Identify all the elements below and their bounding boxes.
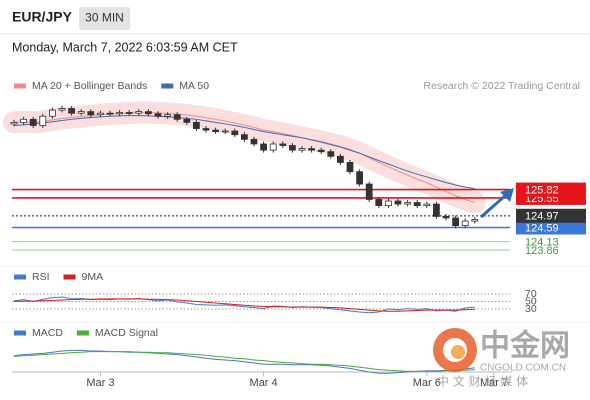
credit: Research © 2022 Trading Central bbox=[423, 80, 580, 92]
candle-body bbox=[327, 151, 335, 157]
candle-body bbox=[77, 111, 85, 114]
candle-body bbox=[183, 118, 191, 123]
timeframe[interactable]: 30 MIN bbox=[85, 11, 124, 25]
candle-body bbox=[375, 199, 383, 207]
timestamp: Monday, March 7, 2022 6:03:59 AM CET bbox=[12, 40, 238, 54]
legend-swatch bbox=[161, 83, 174, 89]
y-tick-label: 50 bbox=[525, 295, 537, 307]
symbol: EUR/JPY bbox=[12, 9, 73, 25]
candle-body bbox=[365, 183, 373, 200]
candle-body bbox=[279, 143, 287, 146]
level-label: 125.82 bbox=[525, 184, 559, 196]
legend-swatch bbox=[76, 330, 89, 336]
candle-body bbox=[58, 108, 66, 111]
forecast-arrowhead bbox=[500, 188, 514, 202]
level-label: 124.59 bbox=[525, 222, 559, 234]
candle-body bbox=[173, 114, 181, 120]
legend-label: RSI bbox=[32, 271, 50, 283]
watermark-logo bbox=[451, 345, 465, 359]
candle-body bbox=[68, 108, 75, 114]
x-tick-label: Mar 7 bbox=[480, 377, 508, 389]
candle-body bbox=[384, 200, 392, 207]
legend-swatch bbox=[14, 83, 26, 89]
candle-body bbox=[87, 111, 95, 116]
candle-body bbox=[164, 114, 172, 117]
y-tick-label: 30 bbox=[525, 303, 537, 315]
level-tag bbox=[516, 208, 586, 223]
legend-label: MA 50 bbox=[179, 80, 209, 92]
x-tick-label: Mar 6 bbox=[413, 377, 441, 389]
candle-body bbox=[154, 113, 162, 117]
candle-body bbox=[260, 143, 268, 151]
ma-line bbox=[13, 115, 475, 190]
legend-label: MACD Signal bbox=[95, 327, 158, 339]
legend-swatch bbox=[14, 330, 26, 336]
candle-body bbox=[308, 148, 316, 151]
level-label: 123.86 bbox=[525, 245, 559, 257]
legend-swatch bbox=[14, 274, 26, 280]
candle-body bbox=[413, 202, 421, 207]
candle-body bbox=[10, 121, 18, 125]
candle-body bbox=[452, 217, 460, 227]
level-tag bbox=[516, 220, 586, 235]
candle-body bbox=[461, 220, 469, 227]
watermark-slogan: 中 文 财 经 媒 体 bbox=[437, 374, 528, 389]
candle-body bbox=[317, 149, 325, 153]
watermark-brand: 中金网 bbox=[480, 329, 570, 364]
candle-body bbox=[442, 215, 450, 219]
candle-body bbox=[39, 115, 47, 126]
candle-body bbox=[135, 111, 143, 114]
candle-body bbox=[250, 138, 258, 145]
level-label: 124.13 bbox=[525, 237, 559, 249]
candle-body bbox=[404, 202, 412, 205]
candle-body bbox=[192, 121, 200, 129]
candle-body bbox=[49, 109, 56, 117]
level-tag bbox=[516, 182, 586, 197]
candle-body bbox=[394, 200, 402, 205]
candle-body bbox=[336, 155, 344, 163]
candle-body bbox=[212, 129, 220, 133]
watermark: 中金网 CNGOLD.COM.CN 中 文 财 经 媒 体 bbox=[433, 328, 570, 389]
candle-body bbox=[144, 111, 152, 115]
candle-body bbox=[97, 112, 104, 116]
candle-body bbox=[20, 118, 28, 123]
candle-body bbox=[29, 118, 37, 126]
rsi-line bbox=[13, 298, 475, 312]
forecast-arrow bbox=[480, 193, 507, 219]
candle-body bbox=[432, 203, 440, 217]
candle-body bbox=[269, 143, 277, 151]
candle-body bbox=[202, 128, 210, 131]
macd-line bbox=[13, 351, 475, 372]
x-tick-label: Mar 3 bbox=[86, 377, 114, 389]
candle-body bbox=[288, 145, 296, 151]
candle-body bbox=[423, 203, 431, 207]
candle-body bbox=[346, 162, 354, 173]
candle-body bbox=[125, 112, 133, 114]
legend-swatch bbox=[63, 274, 76, 280]
candle-body bbox=[471, 219, 479, 222]
level-label: 124.97 bbox=[525, 211, 559, 223]
candle-body bbox=[356, 171, 364, 185]
y-tick-label: 70 bbox=[525, 288, 537, 300]
legend-label: MACD bbox=[32, 327, 63, 339]
candle-body bbox=[231, 130, 239, 136]
timeframe-box[interactable] bbox=[79, 7, 130, 30]
x-tick-label: Mar 4 bbox=[250, 377, 278, 389]
candle-body bbox=[116, 112, 123, 115]
macd-line bbox=[13, 349, 475, 374]
candle-body bbox=[106, 112, 114, 115]
candle-body bbox=[298, 148, 306, 151]
legend-label: 9MA bbox=[82, 271, 104, 283]
candle-body bbox=[221, 130, 229, 133]
candle-body bbox=[240, 134, 248, 140]
watermark-site: CNGOLD.COM.CN bbox=[480, 363, 566, 374]
legend-label: MA 20 + Bollinger Bands bbox=[32, 80, 147, 92]
